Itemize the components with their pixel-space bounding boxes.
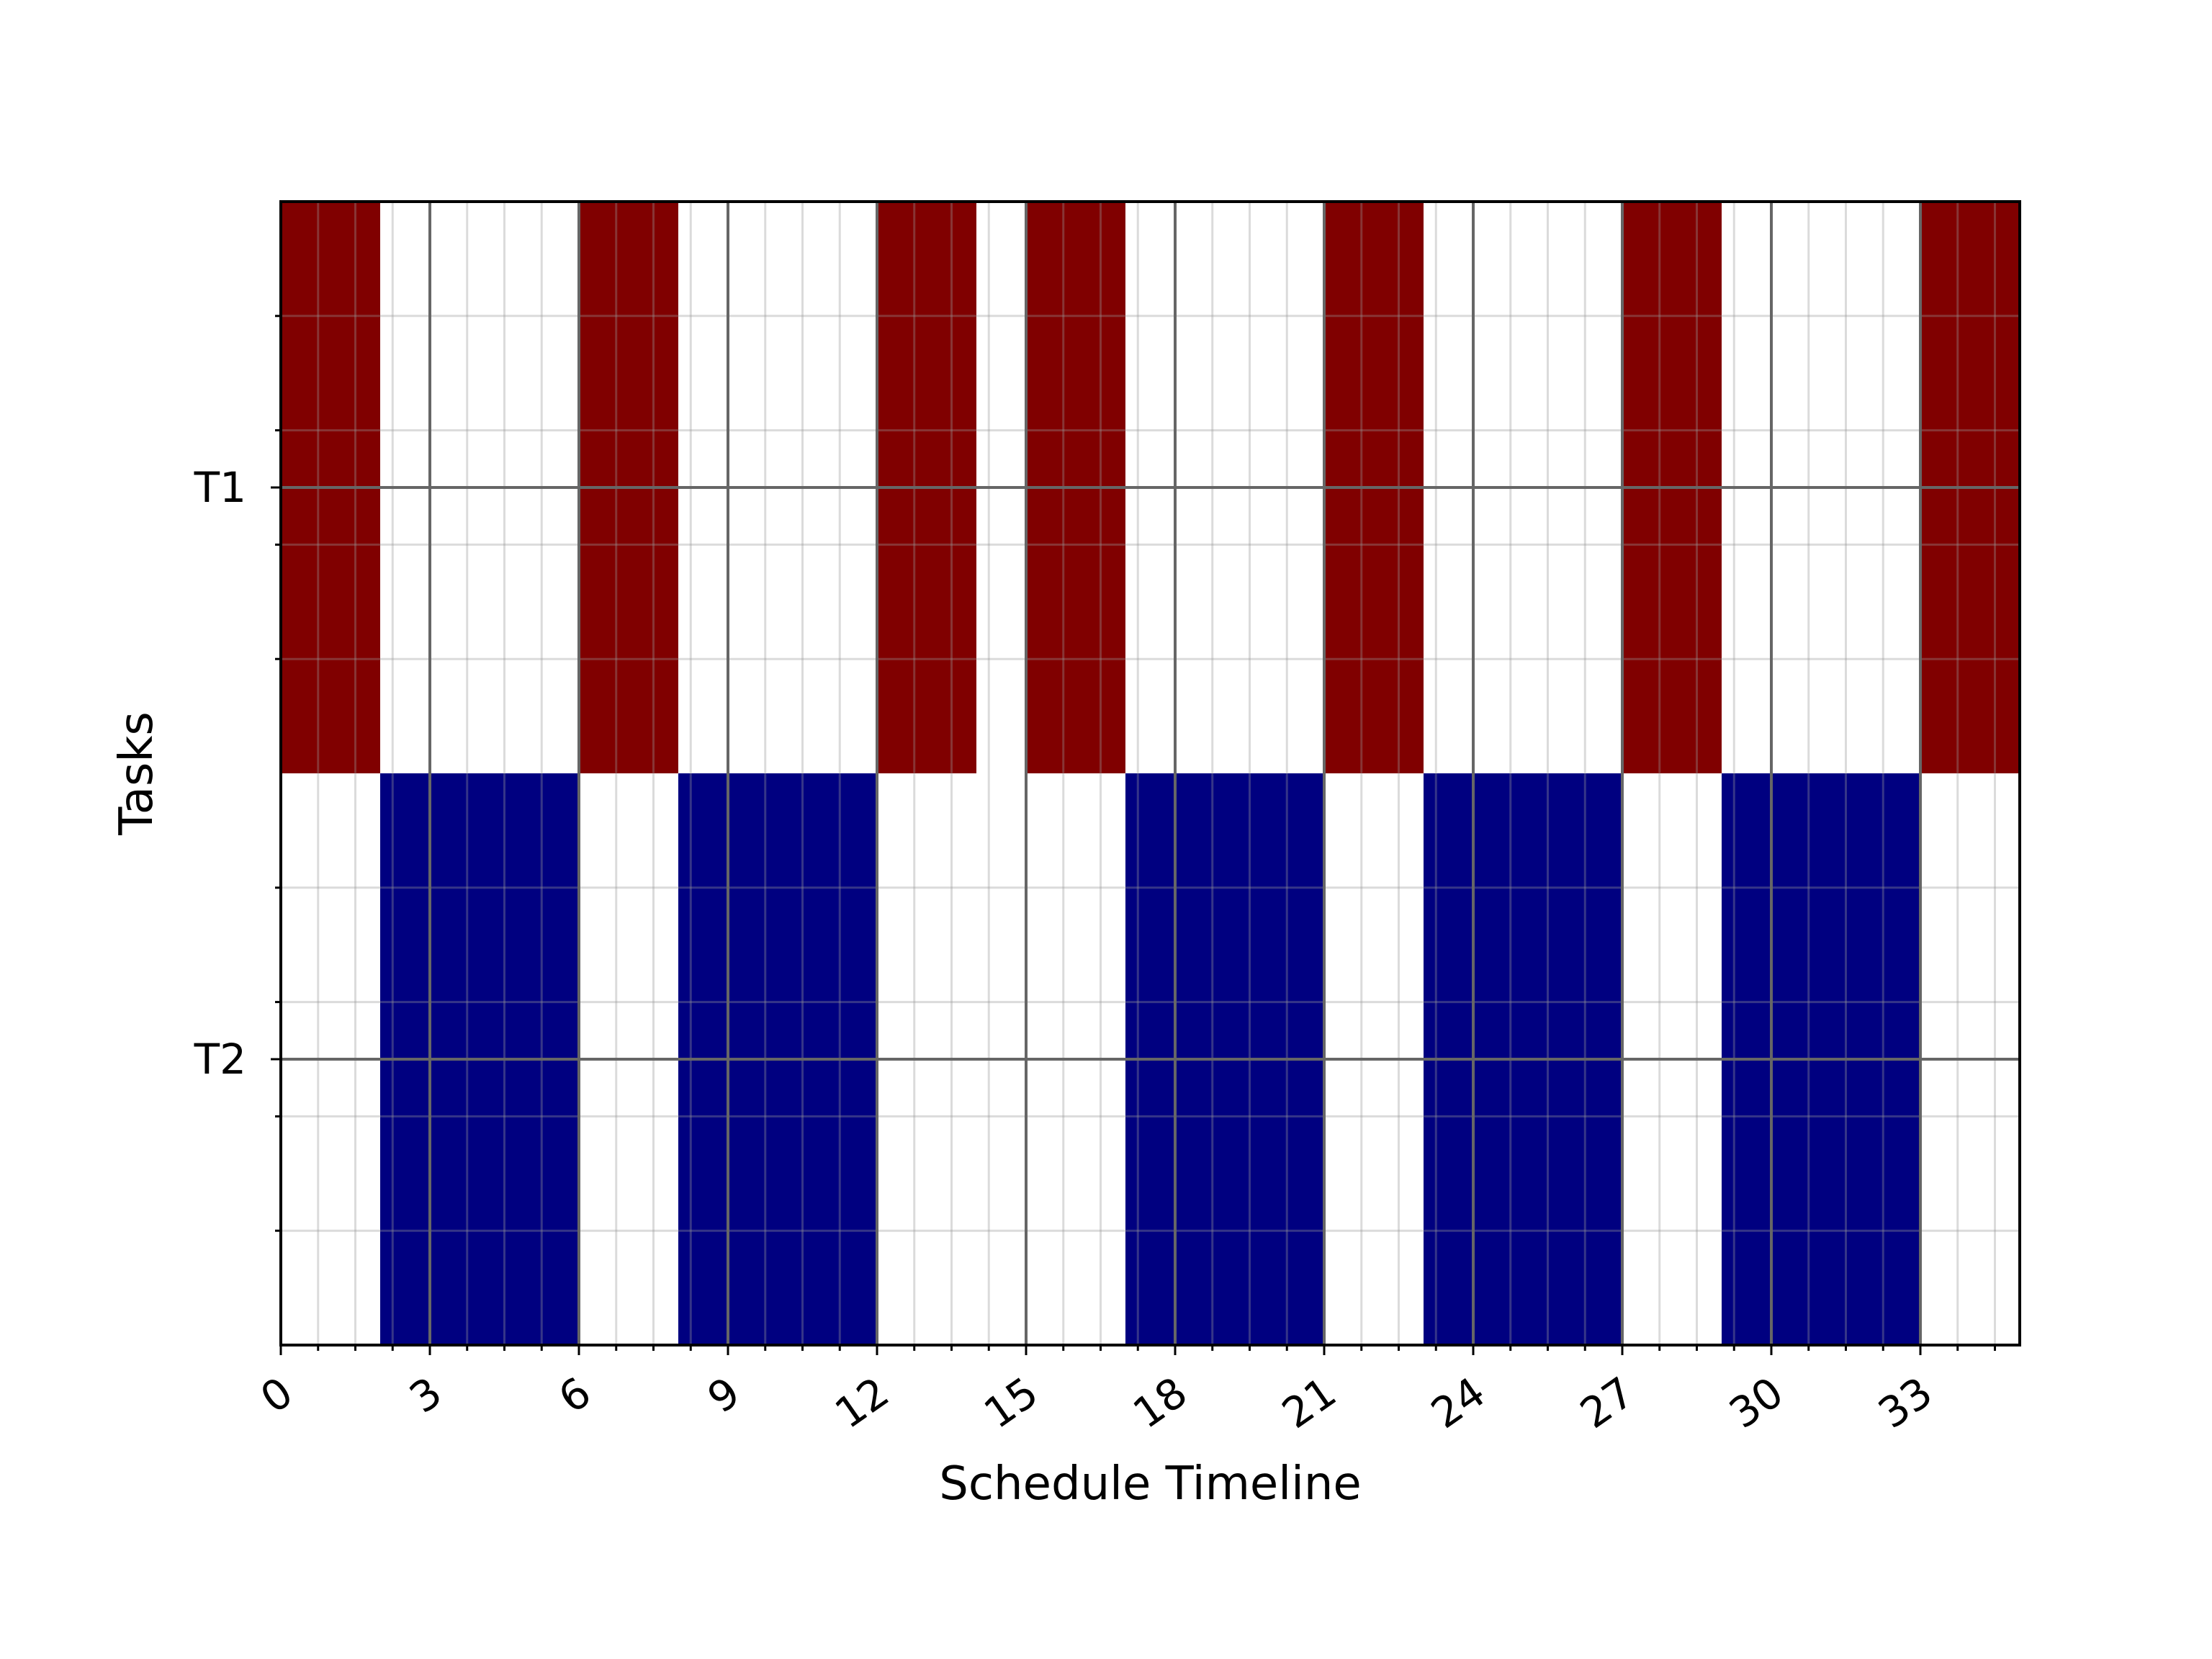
x-tick-label: 33: [1869, 1367, 1941, 1438]
x-tick-label: 18: [1124, 1367, 1195, 1438]
plot-frame: [279, 200, 2021, 1346]
y-tick-label-t1: T1: [194, 463, 246, 512]
x-tick-label: 30: [1720, 1367, 1791, 1438]
x-tick-label: 3: [401, 1367, 451, 1423]
x-tick-label: 6: [550, 1367, 600, 1423]
grid-layer: [279, 202, 2020, 1345]
x-tick-label: 24: [1422, 1367, 1493, 1438]
x-tick-label: 0: [252, 1367, 302, 1423]
y-tick-label-t2: T2: [194, 1035, 246, 1084]
y-axis-title: Tasks: [110, 711, 163, 835]
x-tick-label: 21: [1273, 1367, 1344, 1438]
x-axis-title: Schedule Timeline: [939, 1457, 1362, 1511]
x-tick-label: 15: [975, 1367, 1046, 1438]
x-tick-label: 12: [826, 1367, 897, 1438]
x-tick-label: 27: [1571, 1367, 1642, 1438]
x-tick-label: 9: [699, 1367, 749, 1423]
